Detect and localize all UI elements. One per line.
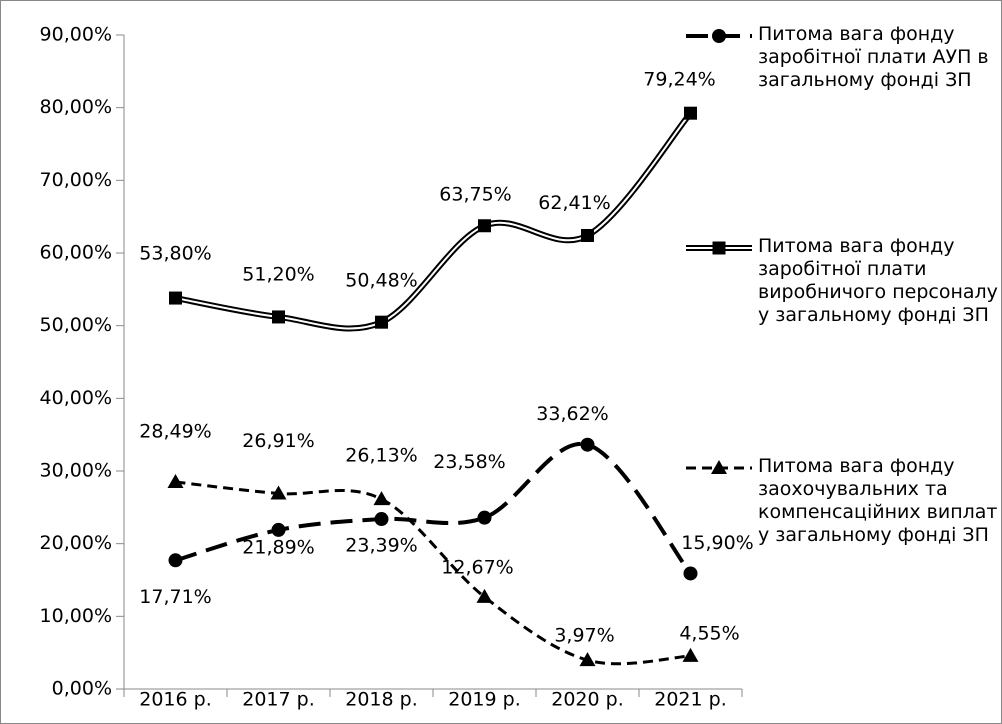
y-tick-label: 70,00% bbox=[40, 169, 112, 191]
data-label: 50,48% bbox=[345, 270, 417, 292]
y-tick-label: 80,00% bbox=[40, 96, 112, 118]
marker bbox=[711, 460, 727, 474]
marker bbox=[477, 510, 492, 525]
marker bbox=[375, 315, 388, 329]
legend-item: Питома вага фонду заробітної плати АУП в… bbox=[686, 23, 989, 91]
x-tick-label: 2019 р. bbox=[448, 689, 521, 711]
legend-label: Питома вага фонду заохочувальних та комп… bbox=[758, 455, 998, 546]
marker bbox=[271, 522, 286, 537]
marker bbox=[168, 553, 183, 568]
marker bbox=[580, 437, 595, 452]
marker bbox=[581, 228, 594, 242]
marker bbox=[712, 241, 726, 255]
data-label: 4,55% bbox=[679, 622, 739, 644]
y-tick-label: 10,00% bbox=[40, 605, 112, 627]
marker bbox=[270, 485, 287, 500]
y-tick-label: 50,00% bbox=[40, 314, 112, 336]
data-label: 79,24% bbox=[643, 69, 715, 91]
marker bbox=[684, 106, 697, 120]
data-label: 26,91% bbox=[242, 430, 314, 452]
legend-label: Питома вага фонду заробітної плати АУП в… bbox=[758, 23, 989, 91]
legend-text-box: Питома вага фонду заробітної плати АУП в… bbox=[758, 23, 989, 91]
marker bbox=[373, 491, 390, 506]
marker bbox=[374, 512, 389, 527]
data-label: 23,39% bbox=[345, 535, 417, 557]
data-label: 63,75% bbox=[439, 183, 511, 205]
data-label: 53,80% bbox=[139, 243, 211, 265]
marker bbox=[169, 291, 182, 305]
series: 28,49% 26,91% 26,13% 12,67% 3,97% 4,55% bbox=[139, 420, 740, 667]
legend-text-box: Питома вага фонду заохочувальних та комп… bbox=[758, 455, 998, 546]
data-label: 15,90% bbox=[681, 532, 753, 554]
x-tick-label: 2020 р. bbox=[551, 689, 624, 711]
legend-label: Питома вага фонду заробітної плати вироб… bbox=[758, 235, 998, 326]
data-label: 17,71% bbox=[139, 586, 211, 608]
marker bbox=[272, 310, 285, 324]
data-label: 21,89% bbox=[242, 536, 314, 558]
legend-item: Питома вага фонду заохочувальних та комп… bbox=[686, 455, 998, 546]
legend-text-box: Питома вага фонду заробітної плати вироб… bbox=[758, 235, 998, 326]
marker bbox=[682, 647, 699, 662]
marker bbox=[476, 588, 493, 603]
data-label: 26,13% bbox=[345, 445, 417, 467]
legend-item: Питома вага фонду заробітної плати вироб… bbox=[686, 235, 998, 326]
series: 17,71% 21,89% 23,39% 23,58% 33,62% 15,90% bbox=[139, 403, 753, 608]
marker bbox=[683, 566, 698, 581]
data-label: 28,49% bbox=[139, 420, 211, 442]
marker bbox=[167, 473, 184, 488]
data-label: 62,41% bbox=[538, 192, 610, 214]
data-label: 23,58% bbox=[433, 451, 505, 473]
x-tick-label: 2021 р. bbox=[654, 689, 727, 711]
y-tick-label: 20,00% bbox=[40, 532, 112, 554]
y-tick-label: 60,00% bbox=[40, 242, 112, 264]
line bbox=[175, 480, 691, 666]
x-tick-label: 2017 р. bbox=[242, 689, 315, 711]
marker bbox=[712, 29, 726, 43]
data-label: 51,20% bbox=[242, 263, 314, 285]
marker bbox=[579, 652, 596, 667]
data-label: 3,97% bbox=[554, 625, 614, 647]
marker bbox=[478, 219, 491, 233]
data-label: 33,62% bbox=[536, 403, 608, 425]
x-tick-label: 2018 р. bbox=[345, 689, 418, 711]
y-tick-label: 30,00% bbox=[40, 460, 112, 482]
x-tick-label: 2016 р. bbox=[139, 689, 212, 711]
y-tick-label: 40,00% bbox=[40, 387, 112, 409]
y-tick-label: 90,00% bbox=[40, 24, 112, 46]
series: 53,80% 51,20% 50,48% 63,75% 62,41% 79,24% bbox=[139, 69, 716, 332]
y-tick-label: 0,00% bbox=[52, 678, 112, 700]
data-label: 12,67% bbox=[441, 556, 513, 578]
